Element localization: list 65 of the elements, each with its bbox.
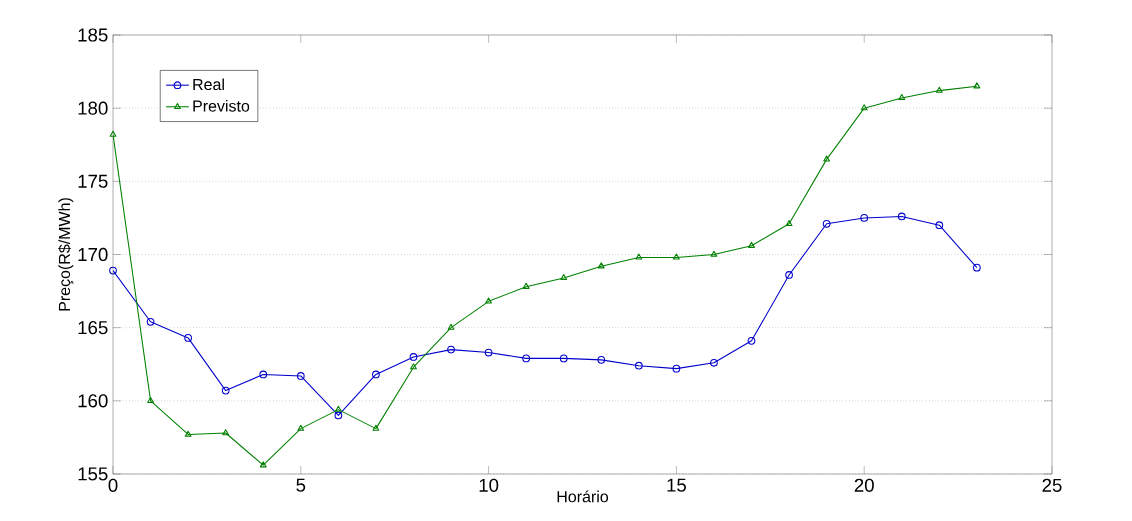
- y-tick-label: 180: [78, 101, 108, 115]
- point: [935, 86, 943, 93]
- point: [973, 263, 981, 272]
- point: [222, 429, 230, 436]
- point: [672, 364, 681, 373]
- y-tick-label: 160: [78, 394, 108, 408]
- point: [635, 253, 643, 260]
- y-tick-label: 155: [78, 467, 108, 481]
- legend-label: Real: [193, 78, 224, 91]
- point: [259, 461, 267, 468]
- x-tick-label: 15: [667, 478, 686, 492]
- point: [823, 155, 831, 162]
- point: [409, 353, 418, 361]
- y-tick-label: 165: [78, 321, 108, 335]
- point: [559, 354, 568, 363]
- point: [747, 336, 756, 345]
- y-tick-label: 170: [78, 247, 108, 262]
- x-tick-label: 5: [296, 478, 306, 492]
- x-tick-label: 20: [854, 478, 874, 492]
- point: [109, 130, 117, 137]
- point: [372, 424, 380, 431]
- y-axis-title: Preço(R$/MWh): [58, 198, 74, 311]
- point: [146, 317, 155, 326]
- point: [597, 262, 605, 269]
- point: [184, 334, 192, 342]
- y-tick-label: 185: [78, 28, 108, 42]
- legend-label: Previsto: [193, 99, 250, 112]
- point: [109, 266, 117, 275]
- point: [372, 370, 380, 379]
- point: [785, 271, 793, 279]
- point: [672, 253, 680, 260]
- point: [447, 345, 455, 354]
- x-tick-label: 25: [1042, 478, 1062, 492]
- x-axis-title: Horário: [557, 490, 609, 503]
- x-tick-label: 0: [108, 478, 118, 492]
- point: [560, 274, 568, 281]
- point: [710, 358, 718, 367]
- point: [485, 297, 493, 304]
- point: [785, 219, 793, 226]
- point: [221, 386, 230, 395]
- point: [522, 282, 530, 289]
- point: [259, 370, 268, 379]
- point: [334, 405, 342, 412]
- point: [410, 363, 417, 370]
- point: [484, 348, 493, 357]
- point: [634, 361, 643, 370]
- point: [897, 212, 906, 221]
- point: [898, 94, 906, 101]
- point: [973, 82, 981, 89]
- point: [522, 354, 531, 363]
- point: [147, 396, 154, 404]
- point: [184, 430, 192, 437]
- point: [748, 241, 755, 248]
- point: [860, 214, 869, 222]
- point: [447, 323, 455, 330]
- point: [296, 372, 305, 380]
- point: [334, 411, 343, 420]
- point: [935, 221, 944, 230]
- point: [297, 424, 305, 431]
- point: [860, 104, 868, 111]
- x-tick-label: 10: [479, 478, 499, 492]
- point: [822, 219, 831, 228]
- y-tick-label: 175: [78, 174, 108, 188]
- point: [710, 250, 718, 257]
- point: [597, 355, 606, 364]
